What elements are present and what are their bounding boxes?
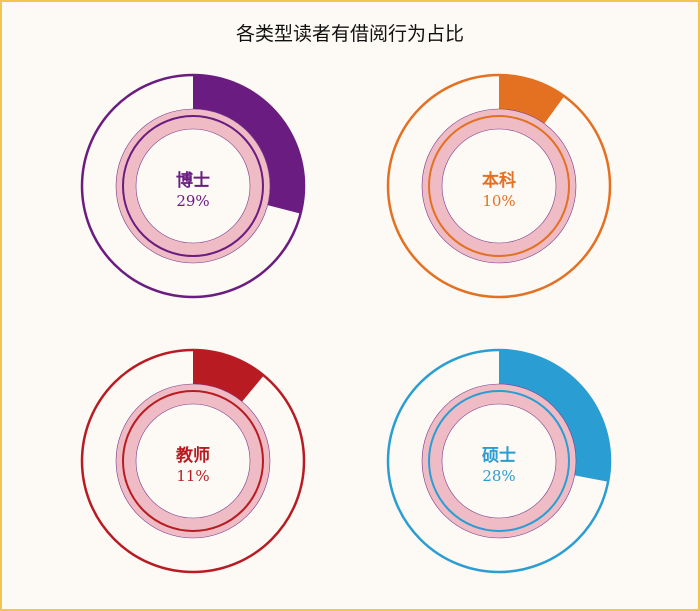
value-wedge <box>193 350 264 402</box>
band-inner-edge <box>441 403 557 519</box>
band-outer-edge <box>115 383 271 539</box>
value-wedge <box>499 350 610 482</box>
percent-label: 10% <box>482 192 515 210</box>
series-name-label: 教师 <box>175 445 210 466</box>
band-outer-edge <box>421 383 577 539</box>
percent-label: 28% <box>482 467 515 485</box>
inner-band <box>116 109 270 263</box>
value-wedge <box>193 75 304 214</box>
inner-ring <box>122 390 264 532</box>
band-inner-edge <box>441 128 557 244</box>
chart-title: 各类型读者有借阅行为占比 <box>236 23 464 45</box>
inner-band <box>422 109 576 263</box>
band-inner-edge <box>135 403 251 519</box>
inner-band <box>116 384 270 538</box>
band-outer-edge <box>421 108 577 264</box>
inner-band <box>422 384 576 538</box>
value-wedge <box>499 75 565 124</box>
percent-label: 11% <box>176 467 209 485</box>
series-name-label: 硕士 <box>482 445 516 466</box>
band-inner-edge <box>135 128 251 244</box>
series-name-label: 博士 <box>176 170 210 191</box>
band-outer-edge <box>115 108 271 264</box>
inner-ring <box>122 115 264 257</box>
percent-label: 29% <box>176 192 209 210</box>
inner-ring <box>428 390 570 532</box>
inner-ring <box>428 115 570 257</box>
series-name-label: 本科 <box>482 170 516 191</box>
